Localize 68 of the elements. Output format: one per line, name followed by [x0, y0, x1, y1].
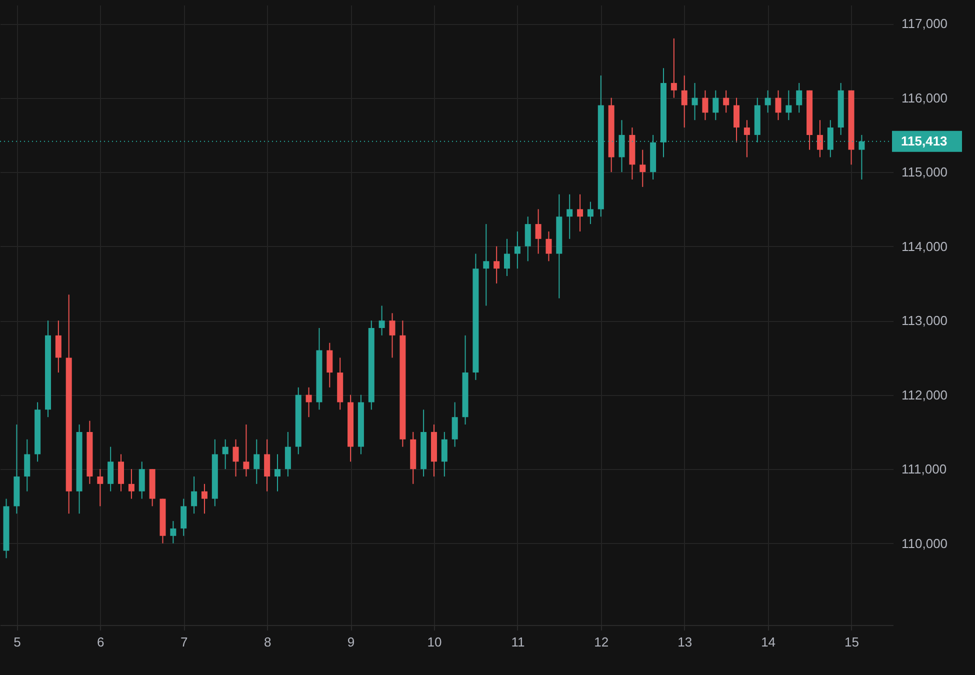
candlestick: [274, 454, 280, 492]
candlestick: [504, 238, 510, 277]
candlestick: [128, 468, 134, 500]
candlestick: [670, 38, 677, 98]
candlestick: [306, 386, 312, 418]
x-tick-label: 5: [14, 634, 21, 650]
candlestick: [201, 483, 208, 514]
candlestick: [796, 82, 802, 114]
candlestick: [108, 446, 114, 492]
candlestick: [524, 216, 531, 262]
candlestick: [786, 90, 792, 121]
candlestick: [744, 120, 750, 158]
candlestick: [138, 461, 145, 500]
candlestick: [389, 312, 396, 358]
candlestick: [640, 149, 646, 188]
x-tick-label: 8: [264, 634, 272, 650]
candlestick: [180, 498, 187, 536]
x-tick-label: 7: [180, 634, 188, 650]
y-tick-label: 110,000: [902, 536, 948, 551]
y-tick-label: 116,000: [902, 90, 948, 106]
y-tick-label: 112,000: [902, 387, 948, 402]
x-tick-label: 11: [511, 634, 525, 650]
candlestick: [326, 342, 333, 388]
candlestick: [24, 438, 30, 492]
candlestick: [170, 520, 176, 544]
candlestick: [712, 90, 719, 121]
candlestick: [692, 82, 698, 121]
candlestick: [441, 431, 448, 477]
x-tick-label: 6: [97, 634, 104, 650]
candlestick: [587, 201, 594, 225]
candlestick: [191, 476, 198, 514]
candlestick: [514, 230, 520, 270]
candlestick: [232, 438, 239, 477]
candlestick: [284, 431, 291, 477]
candlestick: [566, 194, 573, 240]
y-tick-label: 113,000: [902, 313, 948, 328]
candlestick: [483, 224, 490, 306]
candlestick: [55, 320, 62, 374]
x-tick-label: 15: [844, 634, 860, 650]
y-tick-label: 115,000: [902, 164, 948, 180]
candlestick: [254, 438, 260, 484]
candlestick: [546, 230, 552, 262]
candlestick: [264, 438, 270, 492]
candlestick: [222, 438, 228, 470]
candlestick: [97, 468, 104, 507]
x-tick-label: 14: [761, 634, 776, 650]
candlestick: [816, 120, 823, 158]
y-tick-label: 117,000: [902, 16, 948, 32]
candlestick: [702, 90, 708, 121]
candlestick: [118, 454, 124, 492]
candlestick: [378, 305, 385, 336]
y-tick-label: 114,000: [902, 238, 948, 254]
x-tick-label: 12: [594, 634, 609, 650]
candlestick: [535, 208, 542, 254]
y-tick-label: 111,000: [902, 462, 947, 477]
candlestick: [452, 402, 458, 448]
candlestick: [243, 424, 250, 477]
ref-line-label: 115,413: [901, 133, 948, 148]
candlestick: [577, 194, 584, 232]
candlestick: [681, 75, 688, 128]
candlestick: [764, 90, 771, 114]
candlestick: [494, 246, 500, 284]
x-tick-label: 10: [427, 634, 442, 650]
candlestick: [775, 90, 782, 121]
candlestick: [734, 97, 740, 143]
candlestick: [723, 90, 730, 114]
x-tick-label: 13: [678, 634, 692, 650]
x-tick-label: 9: [347, 634, 355, 650]
